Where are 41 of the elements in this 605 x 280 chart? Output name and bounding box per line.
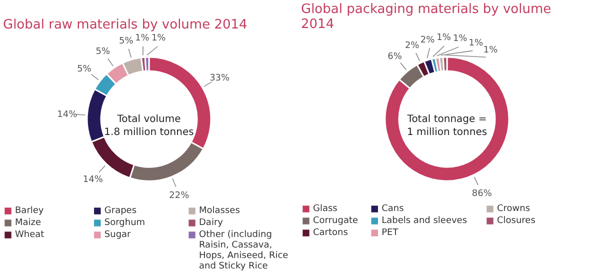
- legend-label: Barley: [15, 206, 44, 216]
- data-label: 2%: [420, 35, 436, 46]
- data-label: 5%: [96, 47, 110, 58]
- data-label: 14%: [82, 174, 104, 185]
- data-label: 1%: [452, 34, 468, 44]
- donut-slice: [398, 64, 425, 90]
- text: 1.8 million tonnes: [104, 127, 194, 138]
- data-label: 1%: [135, 33, 150, 44]
- legend-label: Labels and sleeves: [382, 216, 468, 226]
- text: Total tonnage =: [406, 114, 487, 125]
- data-label: 1%: [436, 33, 452, 44]
- legend-label: Sorghum: [104, 218, 146, 228]
- data-label: 22%: [169, 191, 190, 202]
- legend-label: Wheat: [15, 230, 45, 240]
- legend-label: Grapes: [104, 206, 137, 216]
- legend-label: Other (including Raisin, Cassava, Hops, Aniseed, Rice and Sticky Rice: [199, 230, 289, 272]
- data-label: 1%: [483, 46, 498, 56]
- legend-label: Cartons: [313, 228, 348, 238]
- legend-label: Maize: [15, 218, 42, 228]
- data-label: 1%: [468, 38, 484, 48]
- chart-title: Global raw materials by volume 2014: [3, 17, 248, 32]
- data-label: 14%: [57, 110, 78, 120]
- text: 1 million tonnes: [406, 127, 488, 138]
- legend-label: Cans: [382, 204, 404, 214]
- legend-label: Corrugate: [313, 216, 358, 226]
- legend-label: Closures: [497, 216, 536, 226]
- data-label: 5%: [77, 64, 92, 75]
- legend-label: Glass: [313, 204, 338, 214]
- text: Total volume: [116, 114, 181, 125]
- chart-title: Global packaging materials by volume 2014: [301, 2, 552, 32]
- legend-label: Molasses: [199, 206, 240, 216]
- legend-label: Crowns: [497, 204, 530, 214]
- legend-label: Dairy: [199, 218, 224, 228]
- data-label: 5%: [118, 36, 134, 46]
- data-label: 86%: [472, 189, 492, 200]
- data-label: 33%: [210, 73, 230, 84]
- legend-label: PET: [382, 228, 399, 238]
- data-label: 6%: [388, 52, 402, 62]
- legend-label: Sugar: [104, 230, 132, 240]
- data-label: 2%: [404, 40, 420, 51]
- data-label: 1%: [151, 34, 166, 44]
